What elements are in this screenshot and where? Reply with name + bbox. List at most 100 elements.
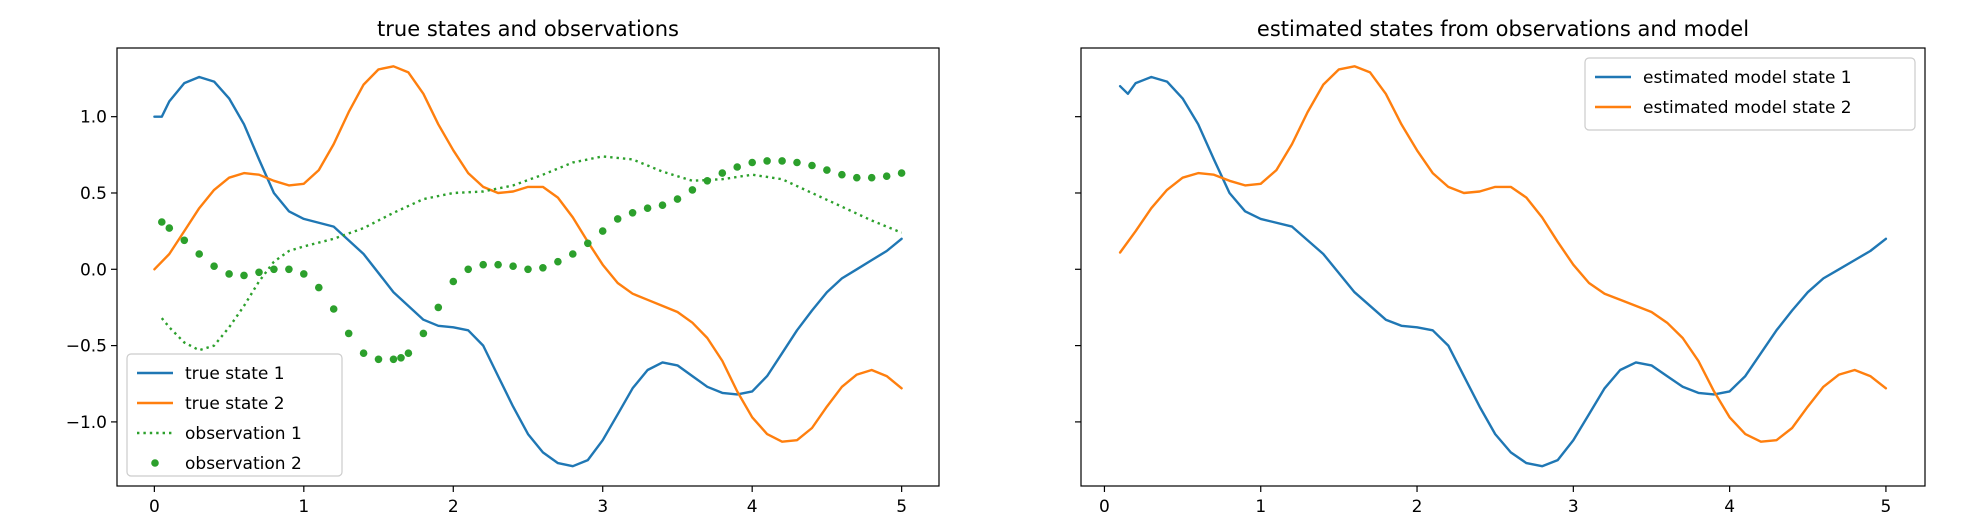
- data-point: [598, 227, 607, 235]
- data-point: [195, 250, 203, 258]
- panel-estimated-states: estimated states from observations and m…: [1075, 17, 1926, 517]
- y-tick-label: 1.0: [80, 108, 107, 128]
- data-point: [733, 163, 741, 171]
- data-point: [778, 157, 786, 165]
- legend: true state 1 true state 2 observation 1 obs…: [126, 353, 343, 477]
- data-point: [464, 265, 473, 274]
- data-point: [703, 177, 712, 185]
- data-point: [158, 218, 166, 226]
- data-point: [524, 265, 532, 274]
- data-point: [763, 157, 771, 165]
- x-tick-label: 5: [896, 497, 907, 517]
- data-point: [344, 329, 353, 338]
- data-point: [793, 158, 801, 167]
- x-tick-label: 3: [1568, 497, 1579, 517]
- data-point: [449, 277, 458, 286]
- data-point: [658, 201, 667, 209]
- data-point: [180, 236, 189, 245]
- x-tick-label: 2: [448, 497, 459, 517]
- legend: estimated model state 1 estimated model s…: [1584, 57, 1916, 131]
- series-observation-1-line: [160, 155, 903, 352]
- data-point: [270, 265, 278, 274]
- legend-label: estimated model state 2: [1643, 98, 1852, 118]
- data-point: [808, 161, 816, 170]
- legend-box: [126, 353, 343, 477]
- data-point: [285, 265, 293, 274]
- plot-area: [153, 65, 906, 468]
- data-point: [419, 329, 428, 338]
- plot-area: [1118, 65, 1888, 468]
- x-tick-label: 4: [1724, 497, 1735, 517]
- data-point: [823, 166, 831, 174]
- legend-label: observation 2: [185, 454, 302, 474]
- data-point: [897, 169, 906, 177]
- x-tick-label: 0: [149, 497, 160, 517]
- series-true-state-1-line: [153, 75, 903, 468]
- data-point: [225, 270, 233, 278]
- data-point: [359, 349, 368, 358]
- series-observation-2: [158, 157, 906, 364]
- legend-item-estimated-model-state-1: estimated model state 1: [1595, 68, 1852, 88]
- data-point: [404, 349, 413, 358]
- data-point: [838, 170, 846, 179]
- y-tick-label: −0.5: [66, 337, 107, 357]
- legend-item-observation-1: observation 1: [137, 424, 302, 444]
- data-point: [255, 268, 263, 277]
- data-point: [479, 260, 488, 269]
- x-tick-label: 4: [747, 497, 758, 517]
- data-point: [569, 250, 577, 258]
- series-true-state-2-line: [153, 65, 903, 443]
- panel-true-states: true states and observations 0 1 2 3 4 5 −1.0 −0…: [66, 17, 940, 517]
- data-point: [374, 355, 383, 364]
- legend-label: true state 2: [185, 394, 285, 414]
- legend-item-true-state-1: true state 1: [137, 364, 285, 384]
- chart-title: true states and observations: [377, 17, 679, 41]
- y-tick-label: −1.0: [66, 413, 107, 433]
- data-point: [494, 260, 502, 269]
- data-point: [434, 303, 443, 312]
- x-tick-label: 2: [1412, 497, 1423, 517]
- data-point: [584, 239, 592, 248]
- data-point: [554, 257, 562, 266]
- legend-item-estimated-model-state-2: estimated model state 2: [1595, 98, 1852, 118]
- data-point: [718, 169, 727, 177]
- series-estimated-model-state-1-line: [1118, 75, 1888, 468]
- data-point: [613, 215, 622, 223]
- x-tick-label: 0: [1099, 497, 1110, 517]
- data-point: [210, 262, 218, 271]
- data-point: [673, 195, 682, 203]
- legend-label: estimated model state 1: [1643, 68, 1852, 88]
- data-point: [867, 173, 876, 182]
- axes-frame: [1080, 47, 1926, 487]
- data-point: [389, 355, 398, 364]
- legend-box: [1584, 57, 1916, 131]
- data-point: [165, 224, 174, 232]
- data-point: [509, 262, 517, 271]
- x-tick-label: 1: [1255, 497, 1266, 517]
- data-point: [748, 158, 756, 167]
- data-point: [240, 271, 248, 280]
- data-point: [315, 283, 323, 292]
- legend-label: true state 1: [185, 364, 285, 384]
- series-estimated-model-state-2-line: [1118, 65, 1888, 443]
- x-tick-label: 5: [1881, 497, 1892, 517]
- legend-marker: [151, 459, 159, 467]
- y-tick-label: 0.5: [80, 184, 107, 204]
- data-point: [882, 172, 891, 180]
- data-point: [688, 186, 697, 194]
- x-tick-label: 1: [298, 497, 309, 517]
- axes-frame: [116, 47, 940, 487]
- data-point: [643, 204, 652, 212]
- chart-title: estimated states from observations and m…: [1257, 17, 1749, 41]
- data-point: [853, 173, 861, 182]
- data-point: [539, 264, 547, 272]
- legend-item-observation-2: observation 2: [151, 454, 302, 474]
- legend-item-true-state-2: true state 2: [137, 394, 285, 414]
- data-point: [329, 305, 338, 313]
- data-point: [300, 270, 308, 278]
- data-point: [628, 209, 637, 217]
- y-tick-label: 0.0: [80, 260, 107, 280]
- data-point: [397, 354, 405, 362]
- x-tick-label: 3: [597, 497, 608, 517]
